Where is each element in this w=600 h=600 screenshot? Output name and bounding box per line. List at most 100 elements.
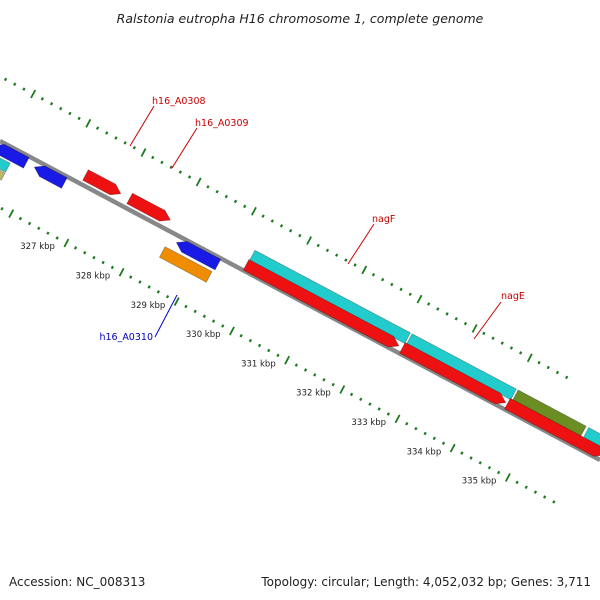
inner-track-minor-tick	[441, 441, 446, 446]
callout-line	[154, 294, 178, 338]
outer-track-minor-tick	[436, 307, 440, 311]
inner-track-minor-tick	[386, 412, 390, 416]
accession-text: Accession: NC_008313	[9, 575, 145, 589]
outer-track-major-tick	[85, 118, 92, 128]
scale-label: 332 kbp	[296, 389, 331, 399]
outer-track-minor-tick	[353, 263, 357, 267]
inner-track-minor-tick	[0, 206, 4, 211]
feature-blue-rev-3	[175, 241, 222, 271]
inner-track-minor-tick	[414, 426, 418, 431]
gene-label-group: h16_A0308 h16_A0309 nagF nagE h16_A0310	[99, 96, 524, 343]
inner-track-minor-tick	[423, 431, 427, 436]
outer-track-minor-tick	[123, 141, 127, 145]
inner-track-minor-tick	[211, 319, 216, 323]
inner-track-minor-tick	[73, 246, 78, 250]
outer-track-minor-tick	[371, 272, 376, 277]
outer-track-minor-tick	[95, 126, 100, 130]
callout-line	[171, 127, 198, 169]
inner-track-major-tick	[229, 326, 235, 336]
outer-track-minor-tick	[390, 282, 394, 287]
outer-track-minor-tick	[500, 341, 504, 345]
feature-h16_A0309	[126, 192, 171, 222]
outer-track-minor-tick	[49, 101, 54, 106]
outer-track-minor-tick	[151, 155, 155, 160]
inner-track-major-tick	[118, 267, 125, 277]
inner-track-minor-tick	[92, 255, 96, 260]
outer-track-minor-tick	[40, 97, 44, 101]
outer-track-minor-tick	[132, 145, 136, 150]
inner-track-minor-tick	[147, 285, 151, 289]
gene-label: h16_A0310	[99, 332, 153, 343]
outer-track-minor-tick	[178, 170, 182, 174]
scale-label: 327 kbp	[20, 242, 55, 252]
outer-track-minor-tick	[114, 136, 118, 140]
inner-track-minor-tick	[239, 333, 243, 338]
outer-track-minor-tick	[270, 219, 274, 223]
outer-track-minor-tick	[261, 214, 265, 218]
outer-track-major-tick	[140, 148, 147, 158]
outer-track-minor-tick	[187, 175, 192, 179]
scale-label: 328 kbp	[75, 272, 110, 282]
outer-track-minor-tick	[537, 360, 541, 365]
inner-track-minor-tick	[469, 456, 473, 460]
outer-track-minor-tick	[344, 258, 348, 262]
inner-track-major-tick	[339, 385, 346, 394]
inner-track-minor-tick	[138, 280, 142, 284]
inner-track-minor-tick	[156, 290, 160, 294]
outer-track-minor-tick	[289, 228, 293, 233]
inner-track-minor-tick	[533, 490, 538, 494]
feature-cyan-left	[0, 157, 11, 173]
inner-track-minor-tick	[497, 470, 501, 475]
gene-label: nagE	[501, 291, 525, 302]
inner-track-minor-tick	[303, 368, 308, 372]
outer-track-minor-tick	[381, 277, 385, 282]
outer-track-major-tick	[195, 177, 202, 187]
inner-track-minor-tick	[101, 260, 105, 265]
callout-line	[129, 105, 155, 147]
outer-track-minor-tick	[22, 87, 26, 91]
feature-cyan-right	[582, 427, 600, 448]
scale-label: 335 kbp	[462, 477, 497, 487]
outer-track-minor-tick	[77, 116, 81, 121]
inner-track-minor-tick	[460, 451, 464, 455]
outer-track-major-tick	[361, 265, 368, 275]
inner-track-minor-tick	[543, 495, 547, 499]
inner-track-minor-tick	[165, 294, 170, 299]
inner-track-minor-tick	[552, 500, 556, 504]
outer-track-minor-tick	[233, 199, 238, 204]
gene-label: h16_A0309	[195, 118, 249, 129]
feature-track	[0, 143, 600, 457]
outer-track-minor-tick	[298, 233, 302, 238]
outer-track-minor-tick	[243, 204, 247, 209]
inner-track-minor-tick	[359, 397, 363, 402]
inner-track-minor-tick	[313, 373, 317, 377]
outer-track-minor-tick	[399, 287, 403, 292]
scale-label: 329 kbp	[131, 301, 166, 311]
feature-cyan-nagF	[248, 249, 411, 344]
gene-label: h16_A0308	[152, 96, 206, 107]
outer-track-minor-tick	[325, 248, 330, 253]
inner-track-minor-tick	[248, 338, 252, 343]
callout-line	[473, 301, 502, 340]
inner-track-minor-tick	[55, 236, 59, 240]
outer-track-minor-tick	[482, 331, 486, 336]
outer-track-minor-tick	[427, 302, 431, 306]
inner-track-minor-tick	[377, 407, 381, 411]
inner-track-minor-tick	[18, 216, 23, 221]
inner-track-minor-tick	[331, 382, 335, 387]
outer-track-minor-tick	[59, 106, 63, 111]
outer-track-minor-tick	[160, 160, 164, 165]
outer-track-minor-tick	[565, 375, 569, 380]
outer-track-minor-tick	[224, 194, 228, 199]
scale-label: 333 kbp	[351, 418, 386, 428]
outer-track-major-tick	[526, 353, 533, 363]
outer-track-minor-tick	[279, 224, 284, 228]
outer-track-minor-tick	[316, 243, 320, 248]
inner-track-minor-tick	[515, 480, 519, 485]
outer-track-major-tick	[251, 206, 257, 216]
outer-track-minor-tick	[3, 77, 8, 82]
outer-track-minor-tick	[215, 189, 219, 194]
map-title: Ralstonia eutropha H16 chromosome 1, com…	[117, 11, 484, 26]
scale-label: 330 kbp	[186, 330, 221, 340]
